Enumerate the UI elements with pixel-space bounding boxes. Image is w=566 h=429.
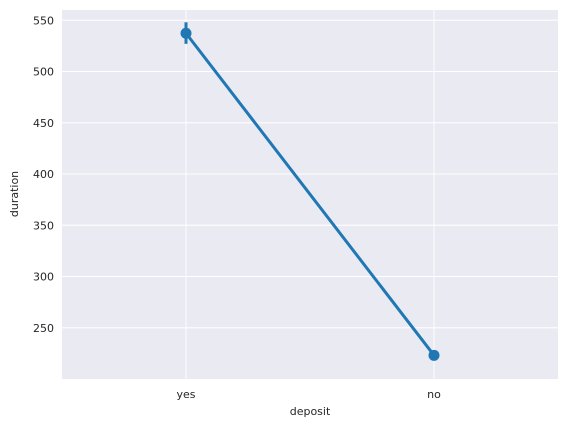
x-axis-label: deposit bbox=[290, 405, 331, 418]
y-axis-label: duration bbox=[8, 171, 21, 217]
y-tick-label: 550 bbox=[33, 14, 54, 27]
data-point bbox=[428, 349, 440, 361]
y-tick-label: 500 bbox=[33, 66, 54, 79]
series-layer bbox=[180, 22, 440, 361]
series-line bbox=[184, 31, 436, 357]
x-tick-label: yes bbox=[176, 388, 195, 401]
grid-lines bbox=[62, 10, 558, 379]
y-tick-label: 250 bbox=[33, 322, 54, 335]
data-point bbox=[180, 27, 192, 39]
y-tick-label: 350 bbox=[33, 219, 54, 232]
x-tick-label: no bbox=[427, 388, 441, 401]
y-tick-label: 400 bbox=[33, 168, 54, 181]
y-tick-label: 450 bbox=[33, 117, 54, 130]
x-tick-labels: yes no bbox=[176, 388, 441, 401]
y-tick-label: 300 bbox=[33, 271, 54, 284]
y-tick-labels: 250 300 350 400 450 500 550 bbox=[33, 14, 54, 335]
